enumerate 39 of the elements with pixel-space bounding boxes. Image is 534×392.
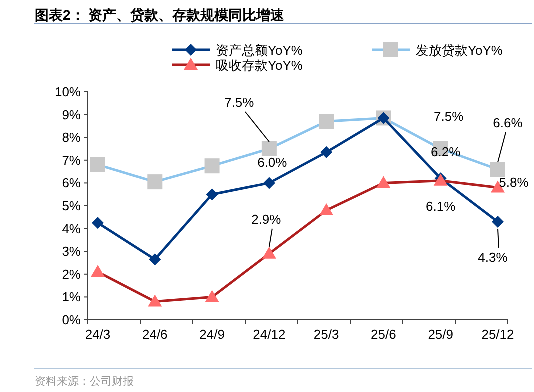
x-tick-label: 24/6 <box>142 327 168 342</box>
data-label: 7.5% <box>434 109 464 124</box>
point <box>149 254 162 266</box>
data-label: 5.8% <box>499 174 530 190</box>
x-tick-label: 25/9 <box>428 327 454 342</box>
point <box>263 177 276 190</box>
data-label: 4.3% <box>478 250 508 265</box>
y-tick-label: 8% <box>62 130 82 146</box>
point <box>492 216 504 228</box>
legend-label: 资产总额YoY% <box>216 43 304 58</box>
y-tick-label: 9% <box>62 107 82 122</box>
y-tick-label: 4% <box>62 221 82 236</box>
y-tick-label: 3% <box>62 244 82 260</box>
y-tick-label: 2% <box>62 266 82 282</box>
legend-label: 吸收存款YoY% <box>216 58 304 73</box>
data-label: 6.1% <box>426 198 456 214</box>
y-tick-label: 7% <box>62 152 82 168</box>
data-label: 6.2% <box>431 144 462 160</box>
point <box>320 146 333 158</box>
y-tick-label: 1% <box>62 290 82 305</box>
x-tick-label: 24/12 <box>253 327 286 342</box>
data-label: 2.9% <box>252 212 282 227</box>
point <box>206 188 218 201</box>
y-tick-label: 5% <box>62 198 82 214</box>
data-label: 6.0% <box>258 155 288 170</box>
text: 资料来源：公司财报 <box>35 375 134 388</box>
x-tick-label: 24/3 <box>85 327 111 342</box>
point <box>92 217 104 230</box>
x-tick-label: 25/3 <box>314 327 340 342</box>
y-tick-label: 0% <box>62 312 82 328</box>
x-tick-label: 25/12 <box>482 327 514 342</box>
x-tick-label: 25/6 <box>371 327 396 342</box>
x-tick-label: 24/9 <box>200 327 225 342</box>
data-label: 6.6% <box>493 116 524 131</box>
y-tick-label: 6% <box>62 176 82 191</box>
title: 图表2： 资产、贷款、存款规模同比增速 <box>35 7 285 23</box>
y-tick-label: 10% <box>54 84 82 100</box>
data-label: 7.5% <box>224 95 255 110</box>
legend-label: 发放贷款YoY% <box>416 43 504 58</box>
